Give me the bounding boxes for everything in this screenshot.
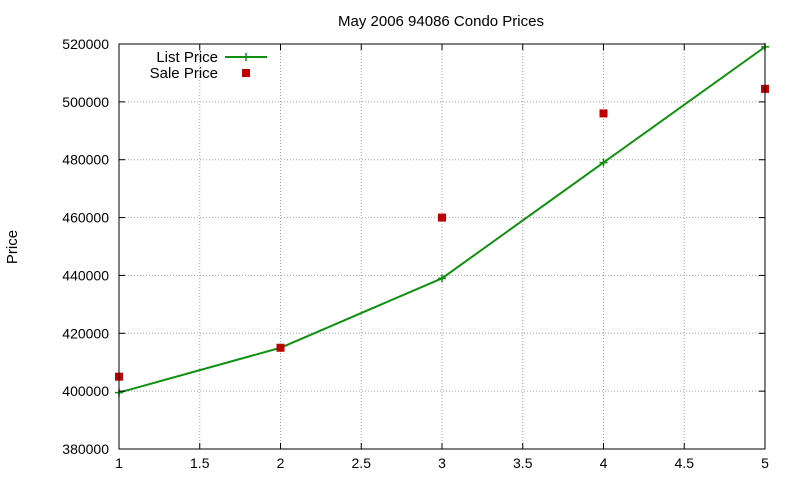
series-sale-price — [115, 84, 769, 381]
y-tick-label: 420000 — [62, 325, 109, 341]
y-tick-label: 480000 — [62, 152, 109, 168]
x-tick-label: 4.5 — [675, 455, 695, 471]
y-tick-label: 380000 — [62, 441, 109, 457]
data-point-square — [276, 343, 285, 352]
y-axis-ticks: 380000 400000 420000 440000 460000 480000 5000… — [62, 36, 765, 457]
x-tick-label: 1.5 — [190, 455, 210, 471]
x-tick-label: 3.5 — [513, 455, 533, 471]
y-axis-label: Price — [4, 230, 21, 264]
y-tick-label: 520000 — [62, 36, 109, 52]
x-tick-label: 4 — [600, 455, 608, 471]
x-tick-label: 2 — [277, 455, 285, 471]
y-tick-label: 440000 — [62, 267, 109, 283]
data-point-plus — [438, 274, 446, 283]
chart-title: May 2006 94086 Condo Prices — [338, 13, 544, 30]
data-point-plus — [599, 158, 608, 167]
x-tick-label: 3 — [438, 455, 446, 471]
x-axis-ticks: 1 1.5 2 2.5 3 3.5 4 4.5 5 — [115, 44, 769, 471]
data-point-square — [599, 109, 608, 118]
legend-square-marker — [242, 69, 250, 77]
data-point-square — [438, 213, 446, 222]
y-tick-label: 460000 — [62, 210, 109, 226]
y-tick-label: 500000 — [62, 94, 109, 110]
legend-plus-marker — [242, 53, 250, 61]
x-tick-label: 2.5 — [352, 455, 372, 471]
x-tick-label: 1 — [115, 455, 123, 471]
legend-label: List Price — [156, 49, 218, 66]
grid — [119, 44, 765, 449]
x-tick-label: 5 — [761, 455, 769, 471]
y-tick-label: 400000 — [62, 383, 109, 399]
legend-label: Sale Price — [150, 65, 218, 82]
